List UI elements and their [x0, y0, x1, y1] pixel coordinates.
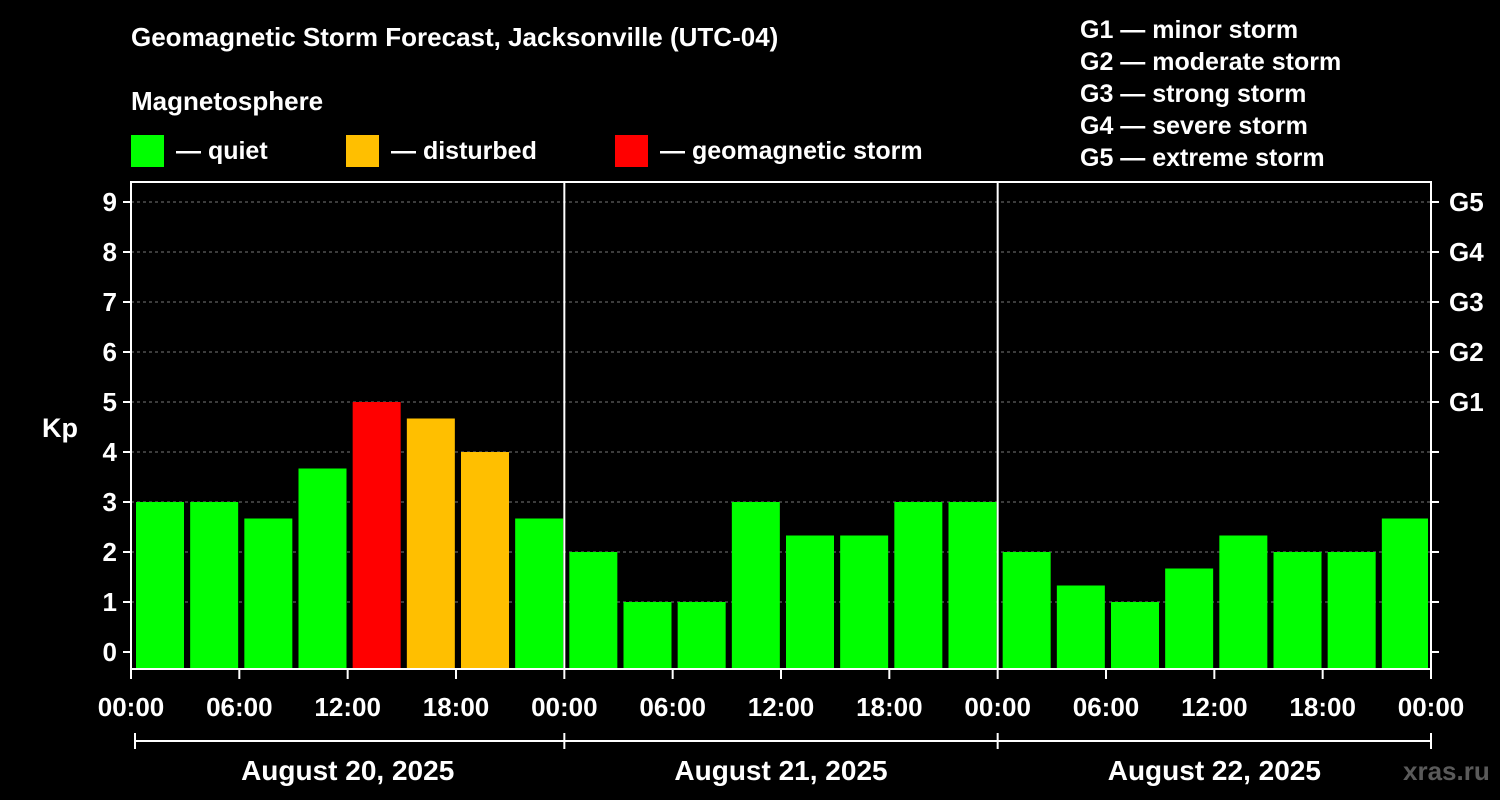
scale-g3: G3 — strong storm [1080, 80, 1307, 108]
g-scale-label: G2 [1449, 337, 1484, 367]
kp-bar [1165, 568, 1214, 669]
legend-item-storm: — geomagnetic storm [615, 135, 923, 167]
x-tick-label: 06:00 [639, 692, 706, 722]
x-tick-label: 00:00 [98, 692, 165, 722]
g-scale-label: G4 [1449, 237, 1484, 267]
scale-g1: G1 — minor storm [1080, 16, 1299, 44]
kp-bar [569, 552, 618, 669]
kp-bar [136, 502, 184, 669]
legend-item-disturbed: — disturbed [346, 135, 537, 167]
x-tick-label: 18:00 [423, 692, 490, 722]
legend-label-disturbed: — disturbed [391, 136, 537, 165]
kp-bar [1273, 552, 1322, 669]
x-tick-label: 18:00 [856, 692, 923, 722]
legend-label-quiet: — quiet [176, 136, 268, 165]
x-tick-label: 12:00 [1181, 692, 1248, 722]
x-tick-label: 06:00 [1073, 692, 1140, 722]
scale-g4: G4 — severe storm [1080, 112, 1308, 140]
legend-item-quiet: — quiet [131, 135, 268, 167]
y-tick-label: 6 [103, 337, 117, 367]
scale-g2: G2 — moderate storm [1080, 48, 1342, 76]
y-tick-label: 9 [103, 187, 117, 217]
kp-bar [406, 418, 455, 669]
g-scale-label: G5 [1449, 187, 1484, 217]
day-label: August 21, 2025 [674, 755, 887, 786]
day-label: August 22, 2025 [1108, 755, 1321, 786]
kp-bar [244, 518, 293, 669]
kp-bar [1219, 535, 1268, 669]
g-scale-label: G3 [1449, 287, 1484, 317]
y-tick-label: 3 [103, 487, 117, 517]
x-tick-label: 12:00 [748, 692, 815, 722]
kp-bar [1056, 585, 1105, 669]
legend-swatch-disturbed [346, 135, 379, 167]
y-tick-label: 0 [103, 637, 117, 667]
storm-scale-legend: G1 — minor storm G2 — moderate storm G3 … [1080, 14, 1341, 174]
kp-bar [298, 468, 347, 669]
x-tick-label: 00:00 [1398, 692, 1465, 722]
legend-swatch-storm [615, 135, 648, 167]
kp-bar [1002, 552, 1051, 669]
kp-bar [190, 502, 239, 669]
g-scale-label: G1 [1449, 387, 1484, 417]
kp-bar [731, 502, 780, 669]
kp-bar [786, 535, 834, 669]
kp-bar [1381, 518, 1428, 669]
kp-bar [1111, 602, 1159, 669]
kp-bar [352, 402, 401, 669]
legend-swatch-quiet [131, 135, 164, 167]
kp-bar [840, 535, 889, 669]
kp-bar [894, 502, 943, 669]
y-tick-label: 4 [103, 437, 118, 467]
x-tick-label: 00:00 [531, 692, 598, 722]
legend-label-storm: — geomagnetic storm [660, 136, 923, 165]
kp-bar [677, 602, 726, 669]
y-tick-label: 5 [103, 387, 117, 417]
kp-bar [1327, 552, 1376, 669]
day-label: August 20, 2025 [241, 755, 454, 786]
x-tick-label: 12:00 [314, 692, 381, 722]
kp-bar [948, 502, 997, 669]
y-tick-label: 2 [103, 537, 117, 567]
scale-g5: G5 — extreme storm [1080, 144, 1325, 172]
y-tick-label: 7 [103, 287, 117, 317]
y-axis-label: Kp [42, 413, 78, 443]
kp-bar [623, 602, 672, 669]
x-tick-label: 06:00 [206, 692, 273, 722]
y-tick-label: 1 [103, 587, 117, 617]
chart-subtitle: Magnetosphere [131, 86, 324, 116]
x-tick-label: 18:00 [1289, 692, 1356, 722]
kp-bar [461, 452, 509, 669]
x-tick-label: 00:00 [964, 692, 1031, 722]
credit-label: xras.ru [1403, 756, 1490, 786]
chart-title: Geomagnetic Storm Forecast, Jacksonville… [131, 22, 779, 52]
y-tick-label: 8 [103, 237, 117, 267]
kp-bar [515, 518, 564, 669]
